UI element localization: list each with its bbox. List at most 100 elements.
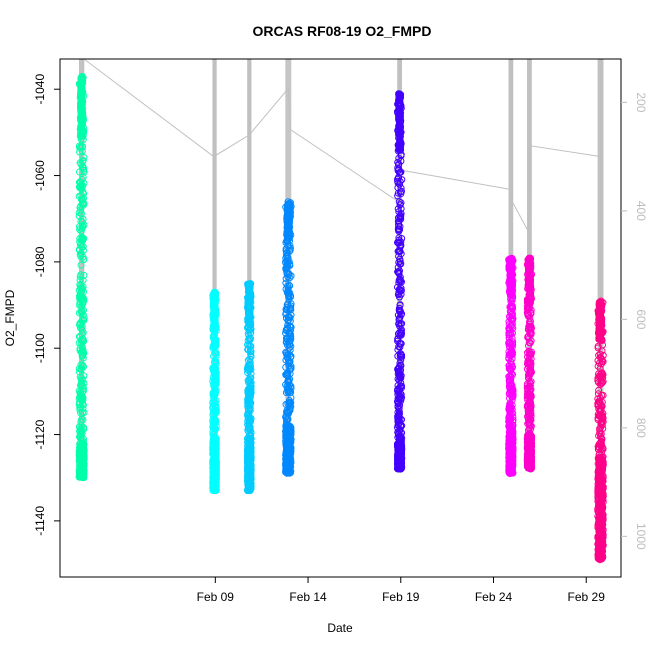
data-point <box>211 387 219 395</box>
data-point <box>77 127 85 135</box>
flight-series-RF19 <box>594 297 607 564</box>
data-point <box>210 324 218 332</box>
data-point <box>79 397 87 405</box>
data-point <box>79 437 87 445</box>
data-point <box>246 285 254 293</box>
data-point <box>285 295 293 303</box>
data-point <box>80 409 88 417</box>
data-point <box>76 333 84 341</box>
data-point <box>212 457 220 465</box>
data-point <box>76 373 84 381</box>
data-point <box>247 382 255 390</box>
data-point <box>209 437 217 445</box>
data-point <box>77 292 85 300</box>
data-point <box>245 341 253 349</box>
data-point <box>244 395 252 403</box>
data-point <box>211 329 218 337</box>
data-point <box>211 304 219 312</box>
data-points <box>75 72 607 564</box>
data-point <box>80 372 88 380</box>
data-point <box>283 303 291 311</box>
data-point <box>77 324 85 332</box>
data-point <box>286 274 294 282</box>
data-point <box>210 292 218 300</box>
data-point <box>209 334 217 342</box>
data-point <box>79 163 87 171</box>
data-point <box>210 289 218 297</box>
data-point <box>80 385 87 393</box>
data-point <box>77 377 85 385</box>
data-point <box>75 212 83 220</box>
data-point <box>211 317 219 325</box>
data-point <box>245 394 253 402</box>
data-point <box>210 352 217 360</box>
data-point <box>80 154 88 161</box>
data-point <box>244 446 251 454</box>
data-point <box>245 299 253 307</box>
flight-series-RF10 <box>244 280 255 495</box>
data-point <box>210 424 218 432</box>
flight-series-RF08 <box>75 72 88 482</box>
data-point <box>247 462 255 470</box>
data-point <box>77 390 85 398</box>
data-point <box>244 463 252 471</box>
data-point <box>284 415 292 423</box>
data-point <box>287 362 295 370</box>
data-point <box>78 454 86 462</box>
data-point <box>78 235 86 243</box>
data-point <box>210 396 218 404</box>
data-point <box>282 258 290 266</box>
data-point <box>76 204 84 212</box>
data-point <box>244 364 252 372</box>
data-point <box>78 284 86 292</box>
data-point <box>282 413 290 421</box>
data-point <box>77 271 85 279</box>
chart-title: ORCAS RF08-19 O2_FMPD <box>253 23 432 39</box>
data-point <box>77 308 85 316</box>
flight-series-RF14 <box>523 254 536 473</box>
data-point <box>246 346 254 354</box>
flight-series-RF11 <box>282 198 295 477</box>
data-point <box>246 482 254 490</box>
data-point <box>78 97 86 105</box>
data-point <box>244 454 251 462</box>
data-point <box>77 74 85 82</box>
data-point <box>244 402 252 410</box>
data-point <box>245 314 253 322</box>
data-point <box>79 131 86 139</box>
data-point <box>76 433 83 441</box>
data-point <box>210 382 218 390</box>
data-point <box>80 458 87 466</box>
data-point <box>212 370 220 378</box>
data-point <box>244 377 252 384</box>
data-point <box>76 223 83 231</box>
data-point <box>244 337 252 344</box>
data-point <box>245 436 253 444</box>
data-point <box>209 459 217 467</box>
data-point <box>77 114 85 122</box>
data-point <box>77 130 85 138</box>
data-point <box>246 479 254 487</box>
data-point <box>283 249 291 257</box>
data-point <box>80 256 88 264</box>
data-point <box>79 349 87 357</box>
data-point <box>287 292 295 300</box>
data-point <box>287 342 295 350</box>
data-point <box>75 365 83 373</box>
data-point <box>76 184 84 191</box>
data-point <box>79 354 87 362</box>
data-point <box>79 338 87 345</box>
data-point <box>76 144 84 152</box>
data-point <box>211 345 219 353</box>
data-point <box>287 394 295 402</box>
data-point <box>245 423 253 430</box>
data-point <box>77 261 85 269</box>
data-point <box>80 166 88 174</box>
data-point <box>77 227 85 235</box>
data-point <box>75 209 83 217</box>
data-point <box>244 323 252 331</box>
data-point <box>78 451 86 459</box>
data-point <box>284 317 292 325</box>
data-point <box>75 246 83 254</box>
data-point <box>76 294 84 302</box>
